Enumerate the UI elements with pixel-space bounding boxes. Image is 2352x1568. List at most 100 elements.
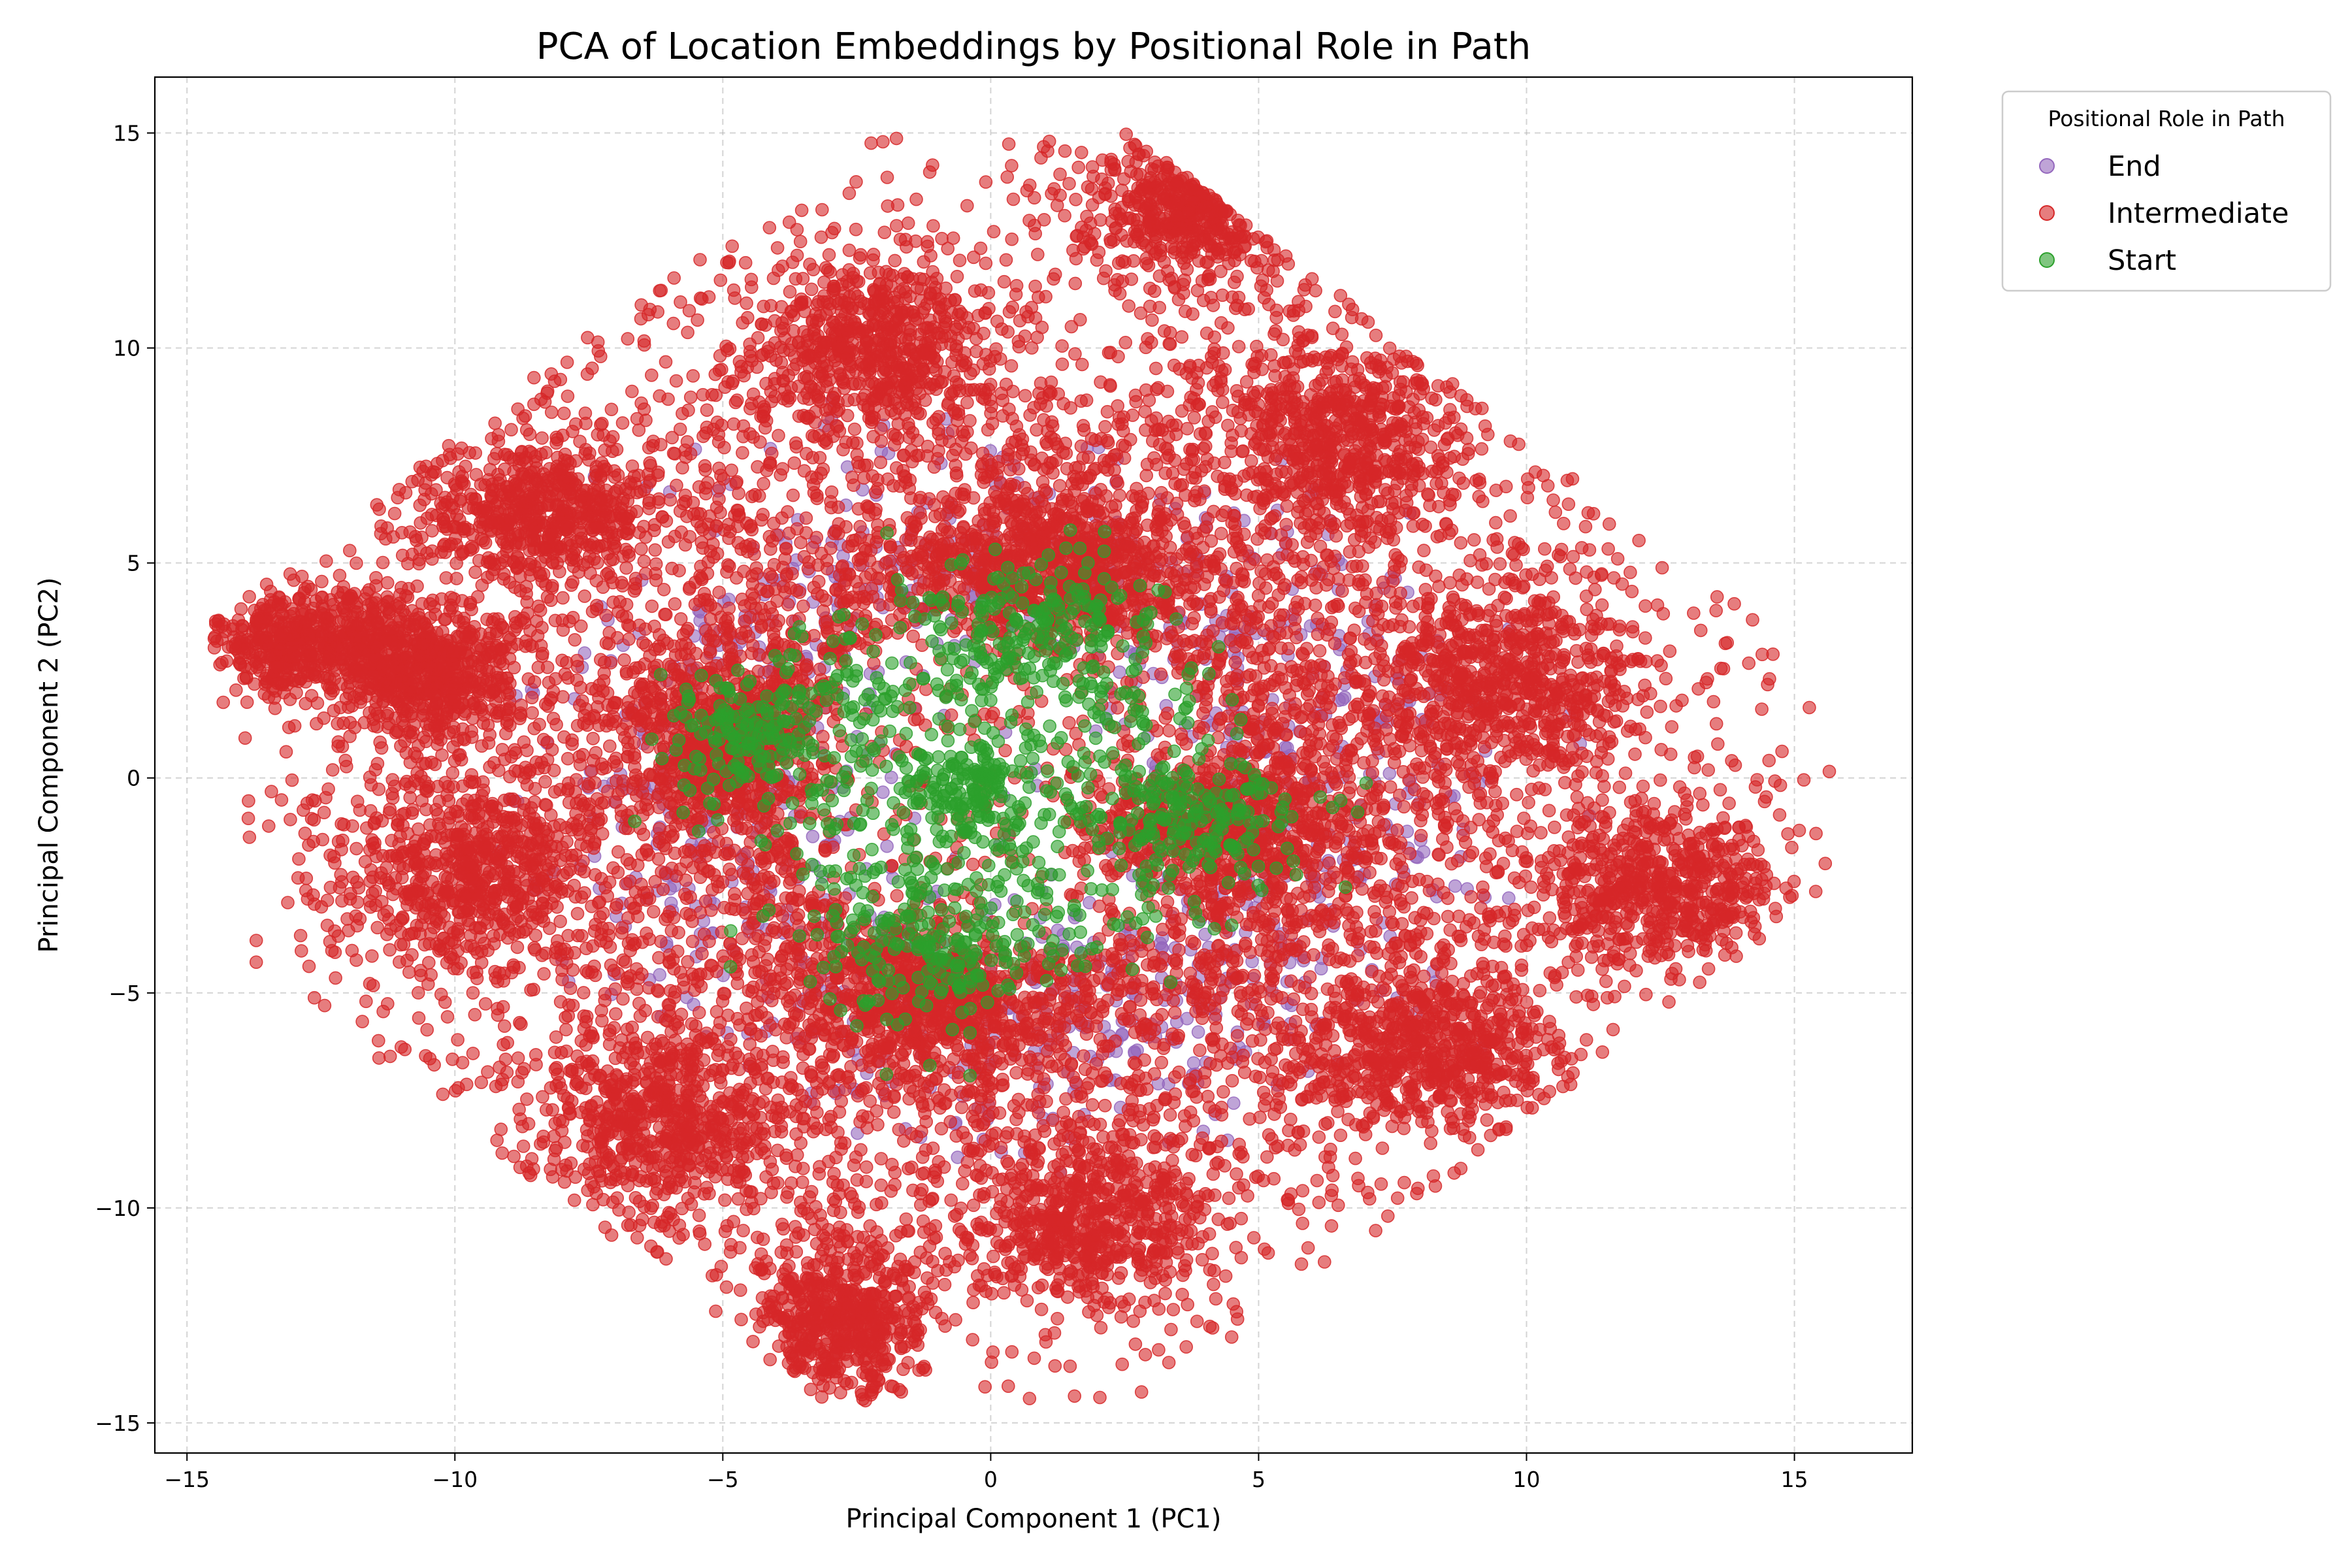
point-intermediate	[1167, 358, 1181, 372]
point-intermediate	[738, 255, 753, 270]
point-intermediate	[1062, 176, 1076, 191]
point-end	[1227, 1096, 1241, 1110]
point-intermediate	[1187, 220, 1201, 234]
point-intermediate	[298, 615, 312, 629]
point-intermediate	[542, 462, 557, 476]
point-intermediate	[343, 715, 357, 730]
point-intermediate	[541, 530, 555, 544]
point-end	[1186, 1056, 1201, 1070]
point-intermediate	[977, 327, 990, 340]
point-intermediate	[924, 287, 938, 302]
point-intermediate	[476, 513, 490, 527]
point-intermediate	[1601, 752, 1615, 766]
point-intermediate	[544, 405, 559, 419]
point-intermediate	[838, 295, 852, 310]
point-intermediate	[783, 285, 797, 299]
point-intermediate	[327, 704, 341, 718]
point-intermediate	[1264, 348, 1278, 362]
point-intermediate	[357, 715, 372, 730]
point-intermediate	[1098, 188, 1112, 201]
point-intermediate	[1339, 340, 1354, 354]
point-intermediate	[1330, 374, 1343, 389]
point-intermediate	[412, 611, 427, 625]
point-intermediate	[525, 691, 539, 704]
point-intermediate	[1148, 193, 1162, 207]
point-end	[876, 785, 890, 799]
point-intermediate	[504, 423, 518, 437]
point-intermediate	[595, 416, 609, 431]
point-intermediate	[1178, 182, 1192, 196]
point-end	[1502, 891, 1516, 905]
point-intermediate	[361, 629, 375, 643]
point-intermediate	[234, 602, 248, 616]
point-intermediate	[774, 340, 788, 354]
point-end	[885, 770, 898, 785]
point-end	[1314, 962, 1328, 975]
point-intermediate	[885, 319, 898, 334]
point-intermediate	[867, 282, 881, 297]
point-intermediate	[425, 593, 440, 608]
point-intermediate	[439, 571, 453, 585]
point-intermediate	[438, 498, 452, 512]
point-intermediate	[1085, 237, 1099, 252]
point-intermediate	[1121, 154, 1135, 169]
point-intermediate	[1707, 694, 1721, 709]
point-intermediate	[1497, 715, 1512, 728]
point-intermediate	[1328, 304, 1342, 319]
point-intermediate	[1639, 631, 1652, 645]
point-intermediate	[800, 370, 813, 384]
point-intermediate	[787, 323, 800, 338]
point-intermediate	[774, 323, 788, 338]
point-end	[806, 830, 820, 843]
point-intermediate	[449, 556, 463, 570]
point-intermediate	[1224, 444, 1238, 459]
point-intermediate	[804, 282, 819, 297]
point-intermediate	[249, 655, 263, 670]
point-intermediate	[809, 307, 823, 321]
point-intermediate	[1477, 740, 1492, 754]
point-intermediate	[491, 434, 506, 448]
point-intermediate	[259, 578, 274, 591]
point-intermediate	[258, 678, 272, 691]
point-intermediate	[297, 595, 312, 610]
point-intermediate	[1609, 714, 1624, 728]
point-intermediate	[289, 686, 303, 700]
point-intermediate	[344, 653, 357, 668]
point-intermediate	[809, 388, 823, 402]
point-intermediate	[449, 508, 464, 522]
point-intermediate	[425, 508, 439, 521]
point-intermediate	[1124, 272, 1139, 286]
point-intermediate	[1624, 565, 1637, 580]
point-intermediate	[457, 612, 471, 625]
point-intermediate	[1558, 757, 1573, 771]
point-intermediate	[1145, 313, 1159, 327]
point-intermediate	[1369, 328, 1383, 342]
point-intermediate	[1443, 402, 1457, 417]
point-intermediate	[488, 416, 502, 431]
point-intermediate	[314, 606, 329, 620]
point-intermediate	[872, 334, 887, 348]
point-intermediate	[888, 253, 902, 268]
point-intermediate	[1568, 627, 1582, 641]
point-intermediate	[1222, 257, 1236, 270]
point-intermediate	[414, 516, 428, 530]
point-intermediate	[500, 713, 514, 728]
point-end	[1153, 936, 1168, 951]
point-intermediate	[229, 683, 243, 697]
point-intermediate	[1475, 442, 1489, 456]
point-intermediate	[333, 568, 347, 583]
point-intermediate	[354, 684, 368, 698]
point-intermediate	[1484, 649, 1499, 664]
point-intermediate	[540, 485, 554, 499]
point-intermediate	[1071, 160, 1085, 174]
point-intermediate	[1161, 161, 1175, 175]
point-intermediate	[469, 468, 483, 482]
point-intermediate	[1075, 146, 1088, 159]
point-intermediate	[273, 627, 287, 642]
point-intermediate	[615, 416, 630, 430]
point-intermediate	[1312, 376, 1326, 391]
point-intermediate	[1119, 127, 1133, 141]
point-intermediate	[1432, 580, 1446, 593]
point-intermediate	[240, 695, 254, 710]
point-intermediate	[1249, 404, 1262, 419]
